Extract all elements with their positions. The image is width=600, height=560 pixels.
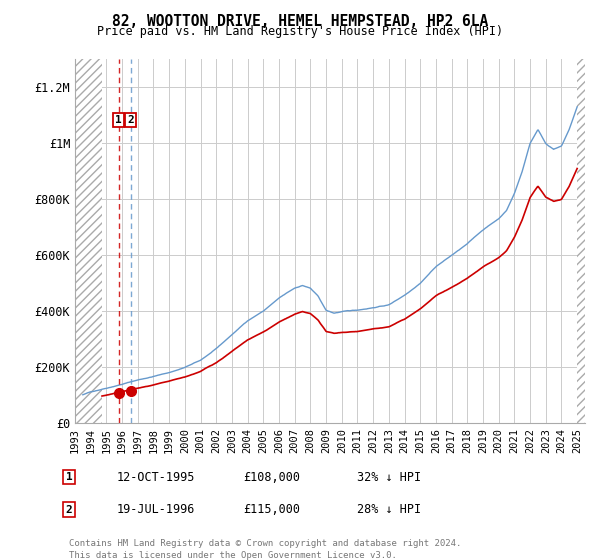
Text: 19-JUL-1996: 19-JUL-1996 (117, 503, 196, 516)
Text: 12-OCT-1995: 12-OCT-1995 (117, 470, 196, 484)
Text: 28% ↓ HPI: 28% ↓ HPI (357, 503, 421, 516)
Text: 2: 2 (127, 115, 134, 125)
Text: 1: 1 (115, 115, 122, 125)
Text: Contains HM Land Registry data © Crown copyright and database right 2024.
This d: Contains HM Land Registry data © Crown c… (69, 539, 461, 559)
Text: 32% ↓ HPI: 32% ↓ HPI (357, 470, 421, 484)
Text: £115,000: £115,000 (243, 503, 300, 516)
Text: 82, WOOTTON DRIVE, HEMEL HEMPSTEAD, HP2 6LA: 82, WOOTTON DRIVE, HEMEL HEMPSTEAD, HP2 … (112, 14, 488, 29)
Text: 2: 2 (65, 505, 73, 515)
Bar (75, 59, 103, 423)
Text: Price paid vs. HM Land Registry's House Price Index (HPI): Price paid vs. HM Land Registry's House … (97, 25, 503, 38)
Bar (577, 59, 585, 423)
Text: 1: 1 (65, 472, 73, 482)
Text: £108,000: £108,000 (243, 470, 300, 484)
